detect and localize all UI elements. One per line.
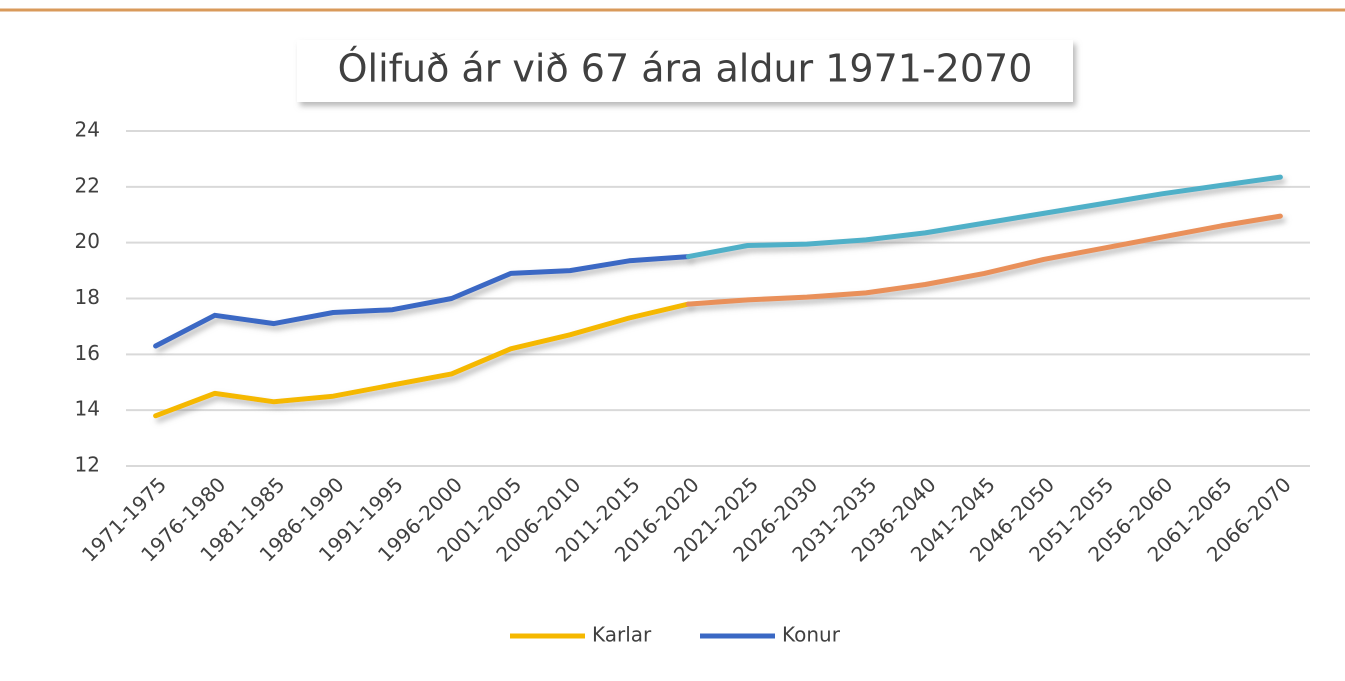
y-tick-label: 18	[75, 285, 100, 309]
series-line	[153, 301, 691, 419]
y-tick-label: 16	[75, 341, 100, 365]
y-tick-label: 14	[75, 397, 100, 421]
y-tick-label: 22	[75, 173, 100, 197]
legend-label: Karlar	[592, 623, 652, 647]
chart-title: Ólifuð ár við 67 ára aldur 1971-2070	[338, 47, 1033, 91]
y-tick-label: 12	[75, 453, 100, 477]
y-tick-label: 20	[75, 229, 100, 253]
series-line-projected	[685, 213, 1283, 307]
series-line-projected	[685, 174, 1283, 260]
y-tick-label: 24	[75, 118, 100, 142]
legend-label: Konur	[782, 623, 841, 647]
series-line	[153, 254, 691, 349]
title-box	[297, 40, 1073, 102]
